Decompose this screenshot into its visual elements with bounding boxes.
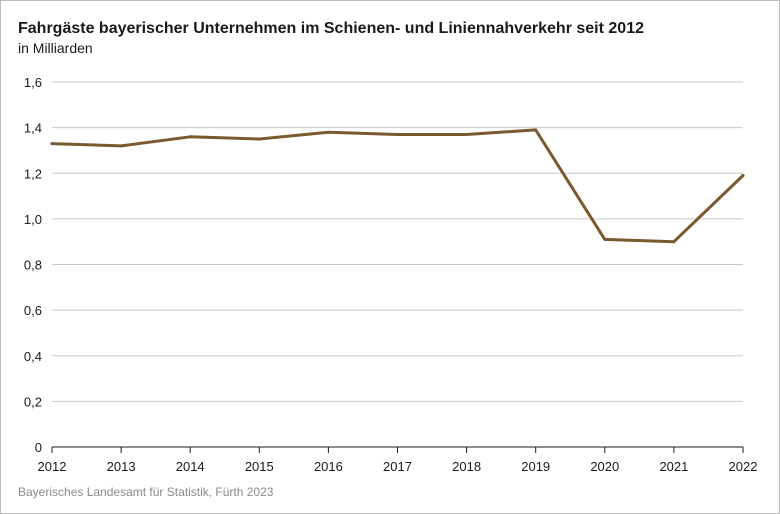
x-axis-ticks: 2012 2013 2014 2015 2016 2017 2018 2019 2020 2021… bbox=[38, 447, 758, 474]
x-tick-label: 2012 bbox=[38, 459, 67, 474]
y-tick-label: 0,8 bbox=[24, 258, 42, 273]
source-note: Bayerisches Landesamt für Statistik, Für… bbox=[18, 485, 274, 499]
x-tick-label: 2017 bbox=[383, 459, 412, 474]
y-tick-label: 0,2 bbox=[24, 394, 42, 409]
data-point bbox=[672, 240, 676, 244]
data-point bbox=[188, 135, 192, 139]
x-tick-label: 2020 bbox=[590, 459, 619, 474]
x-tick-label: 2019 bbox=[521, 459, 550, 474]
y-tick-label: 1,4 bbox=[24, 121, 42, 136]
y-axis-ticks: 0 0,2 0,4 0,6 0,8 1,0 1,2 1,4 1,6 bbox=[24, 75, 42, 455]
x-tick-label: 2013 bbox=[107, 459, 136, 474]
x-tick-label: 2021 bbox=[659, 459, 688, 474]
y-tick-label: 0,4 bbox=[24, 349, 42, 364]
data-point bbox=[534, 128, 538, 132]
chart-title: Fahrgäste bayerischer Unternehmen im Sch… bbox=[18, 20, 644, 37]
x-tick-label: 2018 bbox=[452, 459, 481, 474]
chart-subtitle: in Milliarden bbox=[18, 40, 93, 56]
y-tick-label: 1,6 bbox=[24, 75, 42, 90]
grid-lines bbox=[52, 81, 743, 402]
data-point bbox=[741, 174, 745, 178]
data-point bbox=[257, 137, 261, 141]
series-line bbox=[50, 128, 745, 244]
series-group bbox=[50, 128, 745, 244]
data-point bbox=[119, 144, 123, 148]
x-tick-label: 2022 bbox=[729, 459, 758, 474]
y-tick-label: 1,2 bbox=[24, 166, 42, 181]
y-tick-label: 0,6 bbox=[24, 303, 42, 318]
data-point bbox=[50, 142, 54, 146]
x-tick-label: 2015 bbox=[245, 459, 274, 474]
data-point bbox=[396, 132, 399, 136]
y-tick-label: 0 bbox=[35, 440, 42, 455]
data-point bbox=[326, 130, 330, 134]
x-tick-label: 2016 bbox=[314, 459, 343, 474]
y-tick-label: 1,0 bbox=[24, 212, 42, 227]
x-tick-label: 2014 bbox=[176, 459, 205, 474]
data-point bbox=[603, 237, 607, 241]
data-point bbox=[465, 132, 469, 136]
